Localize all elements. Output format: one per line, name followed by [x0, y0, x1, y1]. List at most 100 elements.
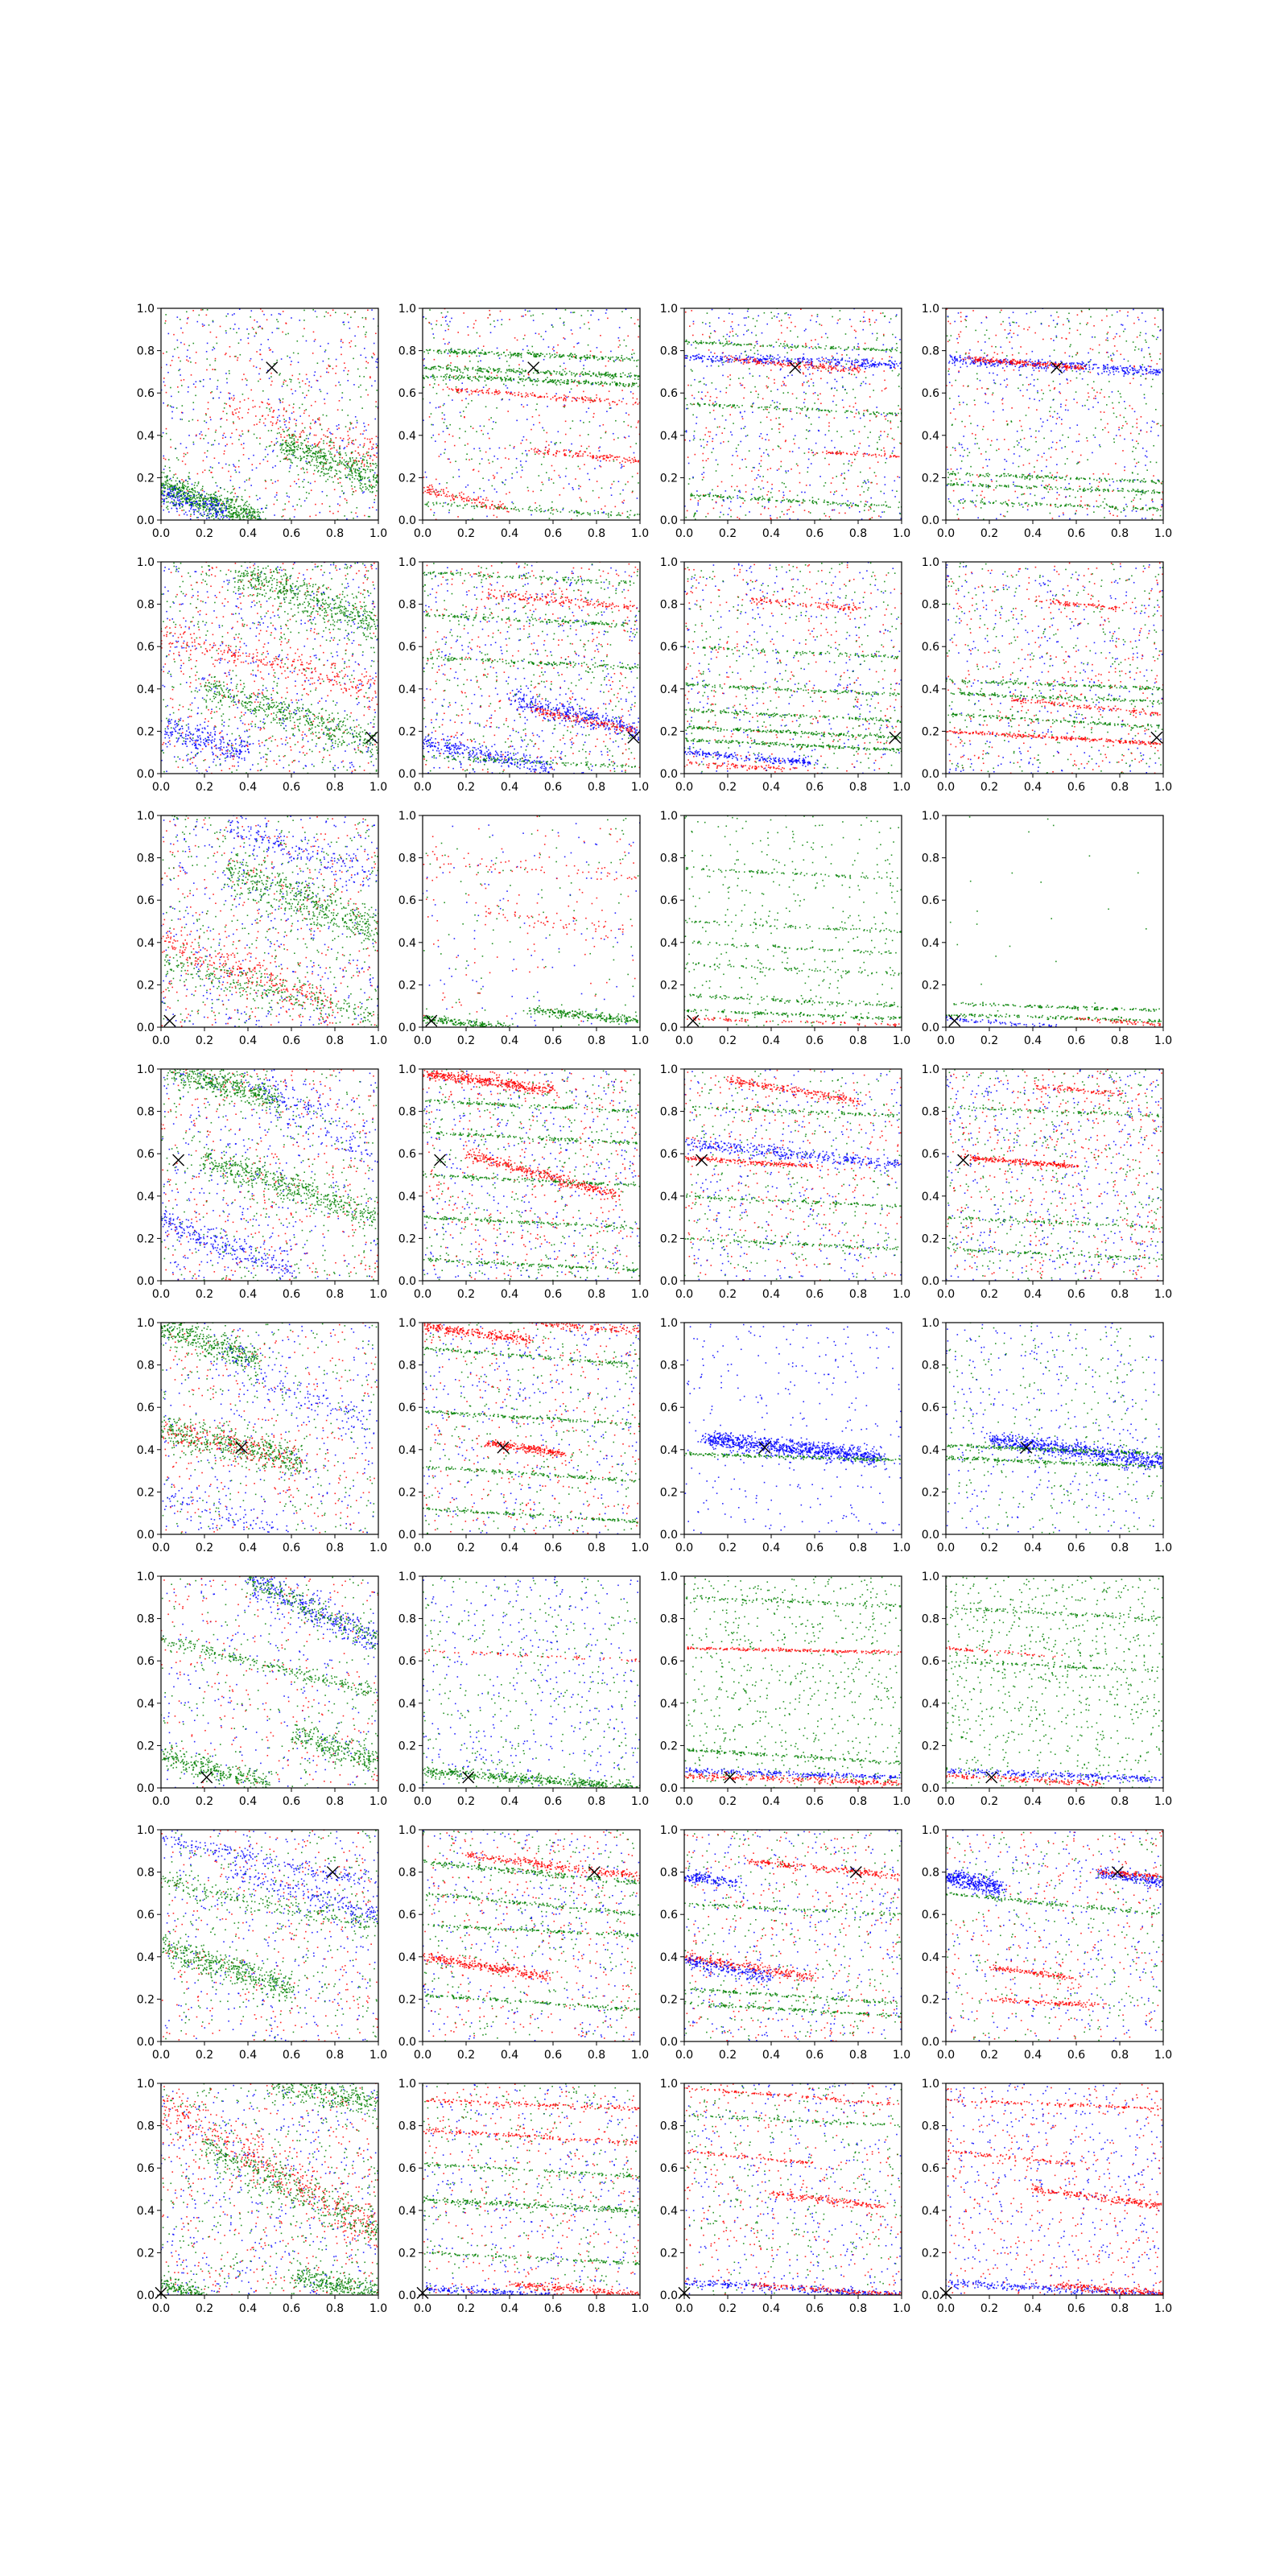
scatter-point-red — [794, 443, 795, 444]
scatter-point-blue — [298, 361, 299, 363]
scatter-point-green — [167, 475, 168, 477]
scatter-point-green — [509, 370, 510, 372]
scatter-point-red — [489, 388, 490, 390]
scatter-point-red — [221, 418, 223, 419]
scatter-point-red — [315, 401, 316, 402]
scatter-point-green — [521, 355, 522, 357]
scatter-point-green — [584, 324, 585, 325]
scatter-point-red — [592, 355, 594, 357]
scatter-point-green — [184, 489, 185, 490]
scatter-point-green — [279, 400, 281, 402]
scatter-point-green — [230, 526, 232, 528]
scatter-point-green — [373, 479, 374, 481]
x-tick-label: 0.8 — [588, 527, 605, 540]
scatter-point-green — [605, 382, 606, 383]
scatter-point-red — [254, 320, 255, 321]
scatter-point-red — [795, 326, 796, 328]
scatter-point-green — [738, 444, 740, 446]
scatter-point-red — [357, 447, 359, 448]
scatter-point-green — [326, 473, 328, 475]
scatter-point-blue — [594, 510, 596, 512]
scatter-point-blue — [801, 492, 803, 493]
scatter-point-green — [588, 514, 589, 515]
scatter-point-green — [448, 510, 450, 511]
scatter-point-green — [324, 316, 325, 317]
scatter-point-green — [346, 460, 348, 462]
scatter-point-green — [211, 516, 213, 518]
scatter-point-blue — [225, 373, 227, 374]
scatter-point-blue — [505, 479, 506, 481]
scatter-point-blue — [507, 387, 509, 389]
scatter-point-green — [321, 449, 323, 451]
scatter-point-blue — [246, 384, 248, 386]
scatter-point-red — [565, 421, 567, 423]
scatter-point-green — [229, 504, 230, 506]
scatter-point-red — [580, 456, 582, 457]
scatter-point-red — [466, 499, 468, 501]
scatter-point-green — [379, 472, 381, 473]
scatter-point-red — [575, 453, 576, 455]
scatter-point-green — [574, 381, 576, 382]
scatter-point-blue — [206, 456, 208, 458]
scatter-point-blue — [899, 477, 901, 478]
scatter-point-blue — [268, 398, 270, 400]
scatter-point-red — [609, 460, 611, 462]
scatter-point-green — [516, 467, 518, 469]
scatter-point-green — [177, 491, 179, 493]
scatter-point-green — [485, 353, 486, 355]
scatter-point-blue — [704, 472, 705, 473]
scatter-point-green — [159, 489, 160, 491]
scatter-point-green — [203, 509, 204, 510]
scatter-point-red — [781, 325, 782, 327]
scatter-point-green — [352, 464, 353, 465]
scatter-point-red — [614, 402, 616, 403]
scatter-point-green — [229, 508, 231, 510]
scatter-point-green — [224, 506, 225, 507]
scatter-point-red — [184, 453, 185, 455]
scatter-point-red — [243, 374, 245, 375]
scatter-point-green — [163, 493, 164, 494]
scatter-point-red — [599, 399, 601, 401]
scatter-point-red — [328, 428, 329, 430]
scatter-point-red — [849, 406, 851, 407]
scatter-point-green — [793, 439, 795, 440]
scatter-point-green — [552, 514, 554, 515]
scatter-point-red — [203, 460, 204, 462]
scatter-point-green — [605, 432, 607, 434]
scatter-point-red — [616, 459, 617, 460]
scatter-point-blue — [220, 392, 221, 394]
scatter-point-red — [506, 493, 507, 495]
scatter-point-green — [258, 514, 259, 515]
scatter-point-green — [340, 461, 341, 463]
scatter-point-red — [633, 393, 634, 394]
scatter-point-red — [306, 374, 308, 376]
scatter-point-green — [817, 314, 819, 316]
scatter-point-green — [433, 366, 435, 368]
scatter-point-red — [232, 413, 233, 415]
scatter-point-blue — [166, 364, 167, 365]
scatter-point-green — [225, 526, 227, 528]
scatter-point-green — [605, 375, 606, 377]
scatter-point-green — [743, 427, 745, 429]
scatter-point-blue — [206, 518, 208, 519]
scatter-point-red — [525, 396, 526, 398]
scatter-point-green — [306, 447, 308, 448]
scatter-point-red — [233, 398, 235, 399]
scatter-point-green — [280, 449, 282, 451]
scatter-point-red — [527, 394, 529, 395]
scatter-point-blue — [423, 316, 425, 318]
scatter-point-green — [551, 381, 552, 382]
scatter-point-blue — [189, 357, 191, 359]
scatter-point-red — [187, 452, 188, 454]
scatter-point-red — [262, 311, 263, 312]
scatter-point-green — [588, 381, 589, 382]
scatter-point-green — [454, 369, 456, 371]
scatter-point-red — [486, 390, 488, 392]
scatter-point-red — [596, 457, 597, 459]
scatter-point-red — [729, 341, 730, 342]
scatter-point-red — [807, 381, 809, 382]
scatter-point-green — [522, 370, 524, 372]
scatter-point-green — [426, 349, 427, 351]
scatter-point-blue — [324, 351, 326, 353]
scatter-point-green — [355, 475, 357, 477]
